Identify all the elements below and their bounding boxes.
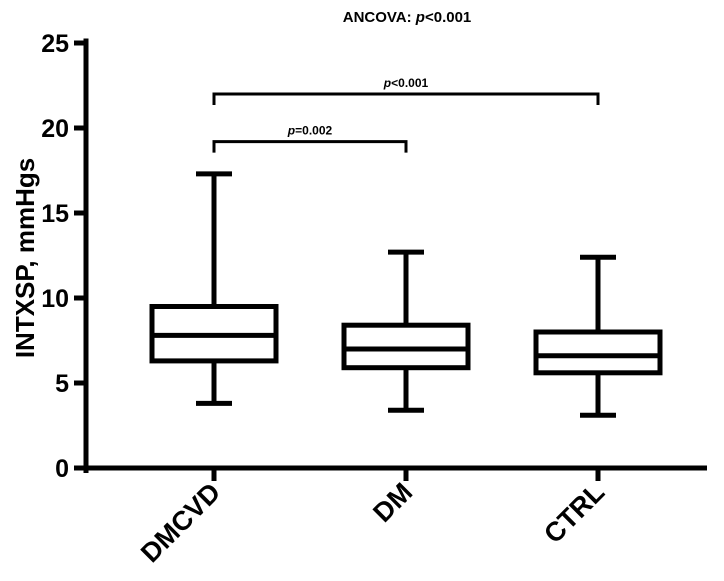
y-tick-label: 5 [55, 370, 69, 398]
plot-area: p=0.002 p<0.001 [149, 76, 663, 418]
bracket-line [212, 140, 408, 153]
x-tick-label: DMCVD [135, 477, 226, 568]
box-dmcvd [149, 171, 279, 406]
chart-title: ANCOVA: p<0.001 [343, 9, 472, 26]
bracket-line [212, 92, 600, 105]
p-value-label: p<0.001 [383, 76, 429, 90]
y-tick-label: 10 [41, 285, 69, 313]
y-tick-label: 0 [55, 455, 69, 483]
y-tick-label: 20 [41, 115, 69, 143]
axes: 0 5 10 15 20 25 DMCVD DM CTRL [41, 30, 707, 568]
significance-bracket: p=0.002 [212, 124, 408, 153]
p-value-label: p=0.002 [287, 124, 333, 138]
box-iqr [533, 329, 663, 376]
box-ctrl [533, 254, 663, 418]
x-tick-label: CTRL [538, 477, 610, 549]
y-axis-label: INTXSP, mmHgs [10, 158, 40, 358]
x-tick-label: DM [367, 477, 418, 528]
box-dm [341, 249, 471, 413]
significance-bracket: p<0.001 [212, 76, 600, 105]
y-tick-label: 25 [41, 30, 69, 58]
y-tick-label: 15 [41, 200, 69, 228]
box-iqr [341, 322, 471, 371]
